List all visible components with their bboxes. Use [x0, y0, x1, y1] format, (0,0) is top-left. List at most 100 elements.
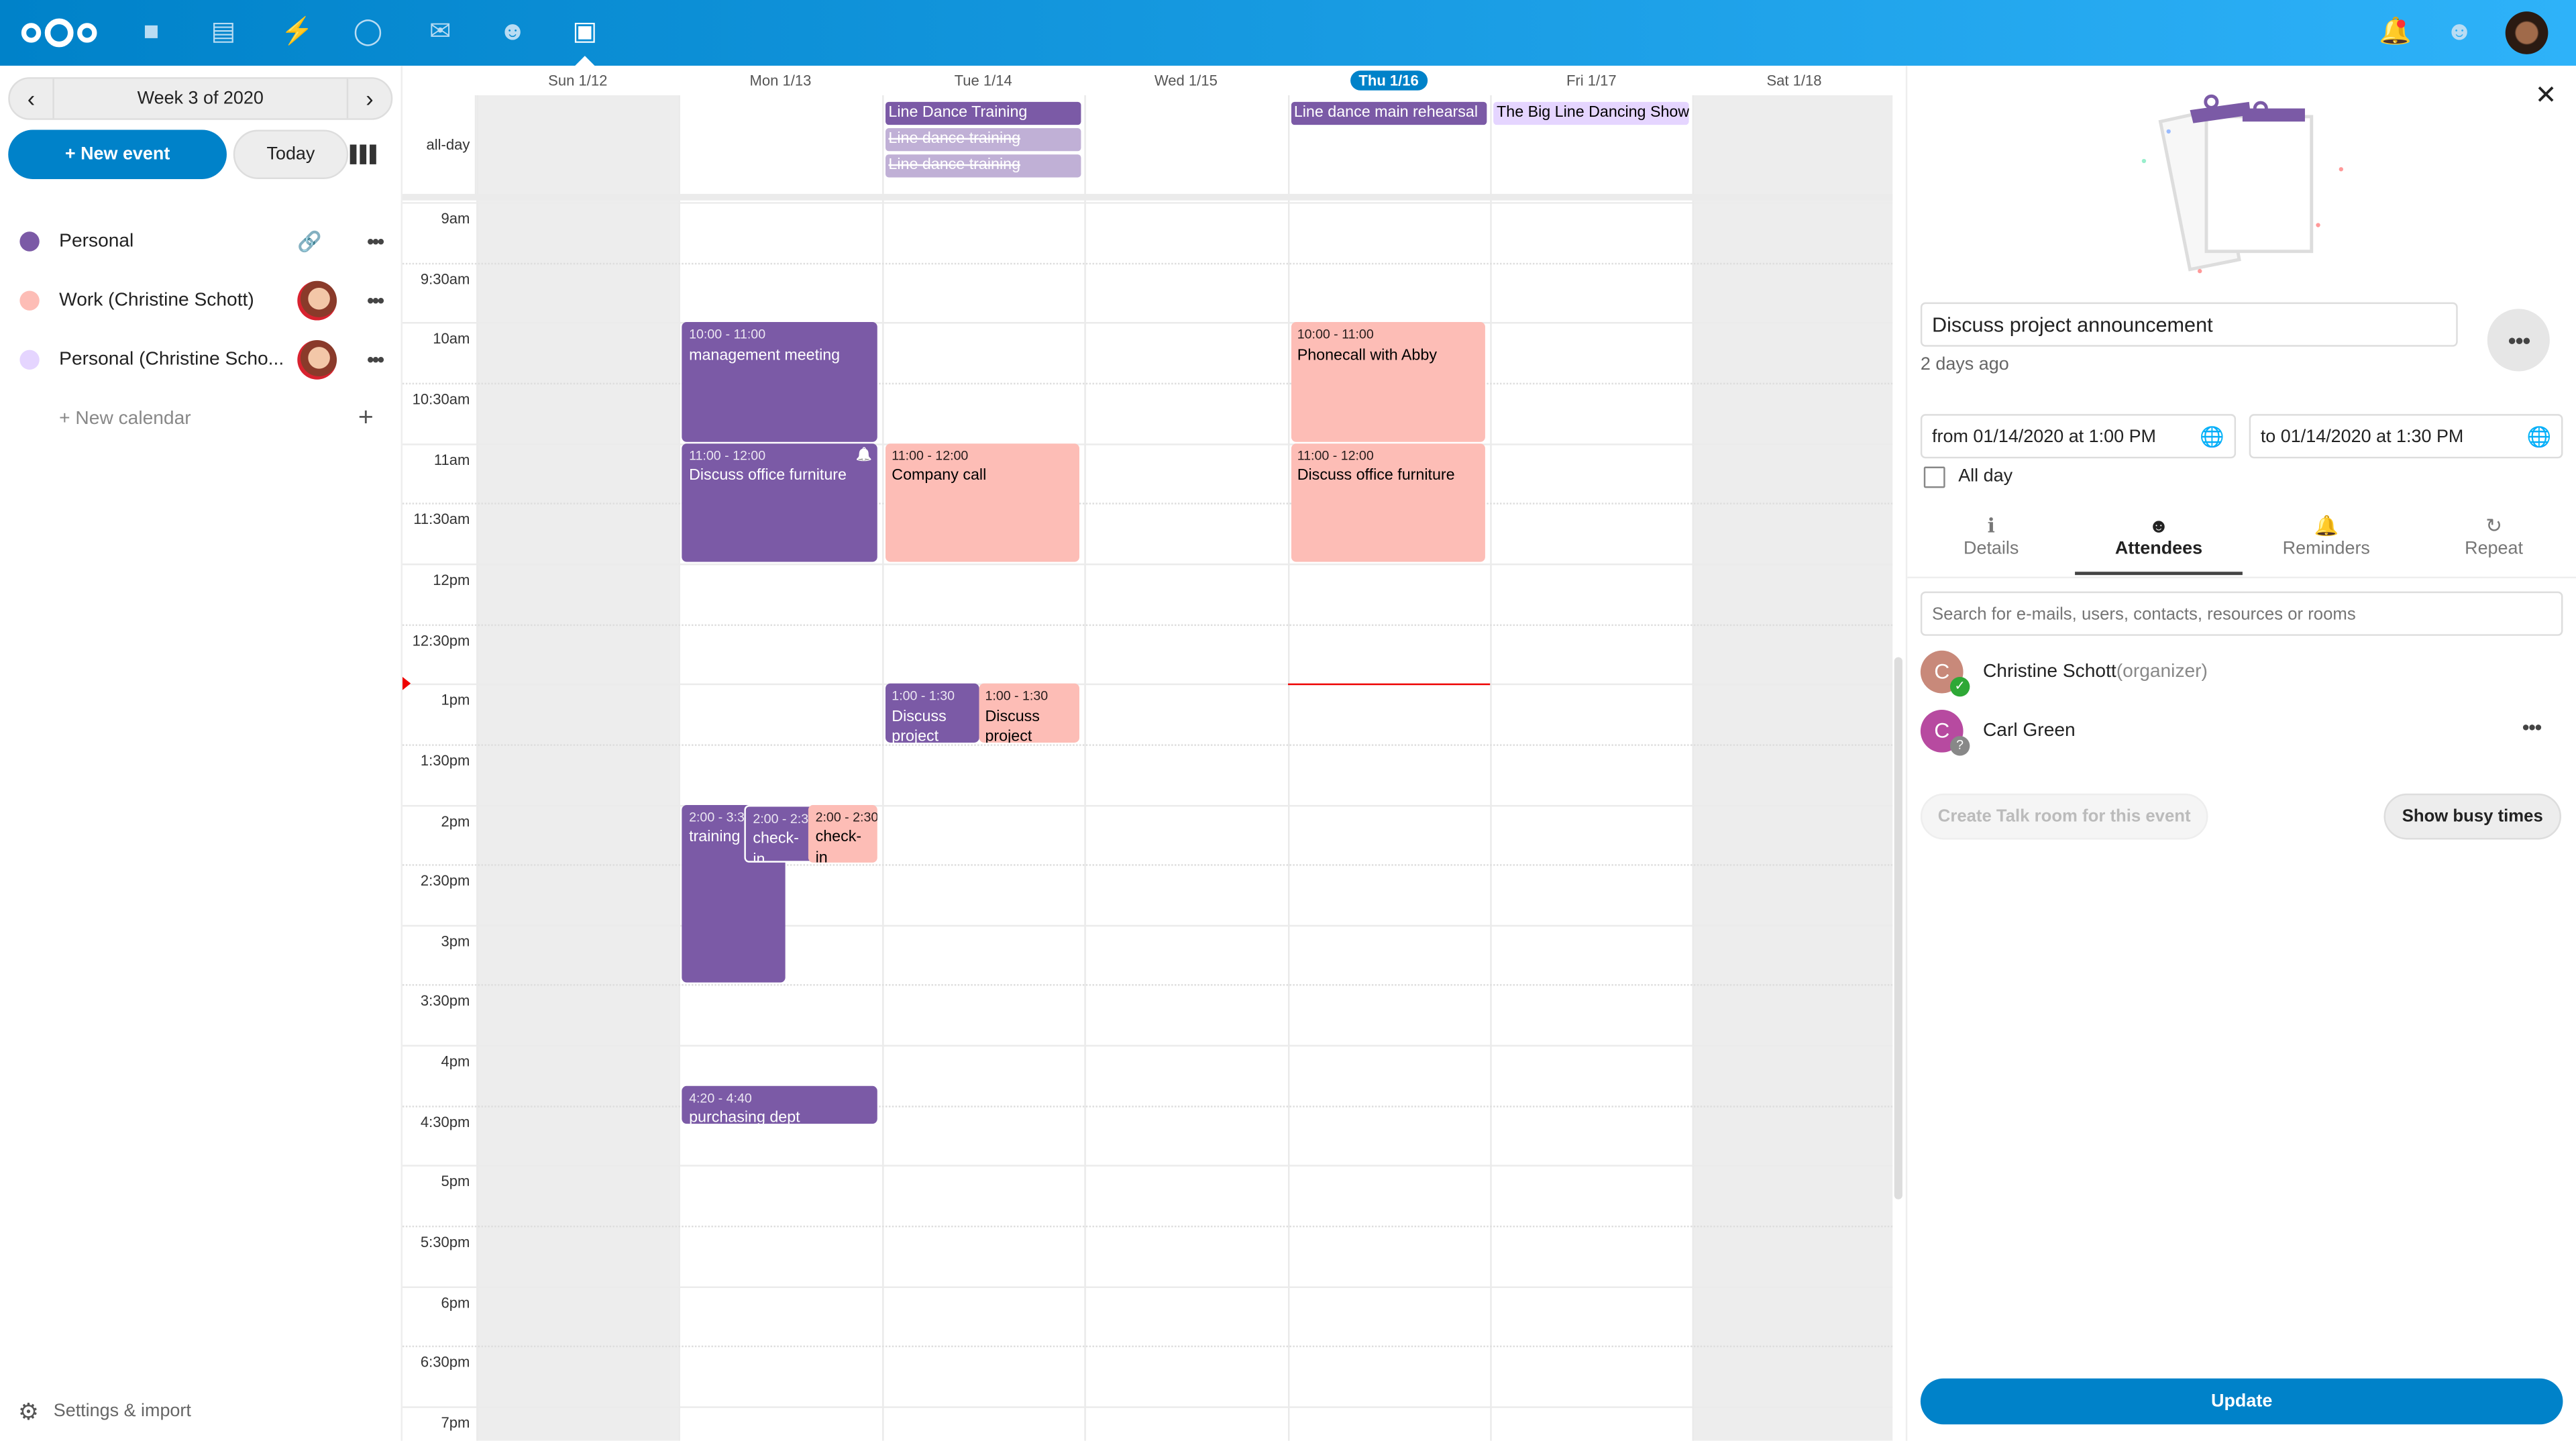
- attendees-icon: ☻: [2148, 514, 2169, 537]
- calendar-event[interactable]: 10:00 - 11:00 Phonecall with Abby: [1290, 322, 1485, 441]
- tab-reminders[interactable]: 🔔 Reminders: [2243, 513, 2410, 575]
- allday-event[interactable]: The Big Line Dancing Show: [1493, 101, 1690, 125]
- period-label[interactable]: Week 3 of 2020: [137, 89, 264, 109]
- day-header-label: Sun 1/12: [548, 72, 608, 89]
- tab-label: Attendees: [2114, 539, 2203, 559]
- shared-avatar: [297, 339, 337, 380]
- close-icon[interactable]: ✕: [2534, 82, 2557, 111]
- notifications-icon[interactable]: 🔔: [2379, 17, 2412, 46]
- allday-event[interactable]: Line dance training: [885, 154, 1081, 178]
- files-icon[interactable]: ■: [143, 17, 160, 46]
- event-title: Discuss project announcement: [985, 707, 1040, 743]
- calendar-event[interactable]: 2:00 - 2:30 check-in: [808, 804, 877, 863]
- tab-repeat[interactable]: ↻ Repeat: [2410, 513, 2576, 575]
- scrollbar[interactable]: [1894, 657, 1902, 1199]
- next-week-button[interactable]: ›: [346, 78, 391, 119]
- allday-event[interactable]: Line dance main rehearsal: [1290, 101, 1487, 125]
- calendar-event[interactable]: 11:00 - 12:00 Discuss office furniture 🔔: [682, 443, 877, 562]
- tab-details[interactable]: ℹ Details: [1907, 513, 2075, 575]
- contacts-icon[interactable]: ☻: [498, 17, 527, 46]
- day-header-label: Fri 1/17: [1566, 72, 1617, 89]
- day-column[interactable]: [881, 95, 1085, 1441]
- calendar-item-personal-christine[interactable]: Personal (Christine Scho... •••: [0, 335, 402, 384]
- calendar-actions-button[interactable]: •••: [367, 229, 384, 254]
- user-avatar[interactable]: [2505, 11, 2548, 54]
- all-day-label[interactable]: All day: [1958, 466, 2013, 486]
- create-talk-room-button[interactable]: Create Talk room for this event: [1920, 793, 2208, 840]
- hour-line: [402, 1285, 1893, 1288]
- tab-attendees[interactable]: ☻ Attendees: [2075, 513, 2243, 576]
- calendar-event[interactable]: 11:00 - 12:00 Discuss office furniture: [1290, 443, 1485, 562]
- contacts-menu-icon[interactable]: ☻: [2445, 17, 2473, 46]
- previous-week-button[interactable]: ‹: [10, 78, 54, 119]
- calendar-event[interactable]: 2:00 - 2:30 check-in: [745, 804, 815, 863]
- day-header[interactable]: Wed 1/15: [1085, 66, 1287, 95]
- allday-event[interactable]: Line Dance Training: [885, 101, 1081, 125]
- talk-icon[interactable]: ◯: [353, 17, 383, 46]
- day-column[interactable]: [679, 95, 881, 1441]
- nextcloud-logo[interactable]: [19, 18, 99, 48]
- new-calendar-button[interactable]: + New calendar +: [0, 394, 402, 443]
- view-switcher-icon[interactable]: [350, 144, 376, 164]
- shared-avatar: [297, 280, 337, 321]
- start-date-input[interactable]: from 01/14/2020 at 1:00 PM 🌐: [1920, 414, 2237, 459]
- timezone-globe-icon[interactable]: 🌐: [2526, 425, 2552, 448]
- calendar-icon[interactable]: ▣: [572, 17, 598, 46]
- time-label: 12pm: [433, 571, 470, 588]
- hour-line: [402, 563, 1893, 566]
- new-event-button[interactable]: + New event: [8, 129, 227, 179]
- update-button[interactable]: Update: [1920, 1378, 2563, 1425]
- calendar-color-dot[interactable]: [19, 350, 40, 370]
- event-actions-button[interactable]: ●●●: [2487, 309, 2550, 372]
- timezone-globe-icon[interactable]: 🌐: [2200, 425, 2224, 448]
- end-date-input[interactable]: to 01/14/2020 at 1:30 PM 🌐: [2249, 414, 2563, 459]
- day-header[interactable]: Thu 1/16: [1287, 66, 1490, 95]
- calendar-item-work-christine[interactable]: Work (Christine Schott) •••: [0, 276, 402, 325]
- hour-line: [402, 1406, 1893, 1408]
- day-column[interactable]: [1084, 95, 1287, 1441]
- attendee-search-input[interactable]: [1920, 591, 2563, 636]
- day-header[interactable]: Tue 1/14: [882, 66, 1085, 95]
- day-column[interactable]: [1490, 95, 1693, 1441]
- link-icon[interactable]: 🔗: [297, 229, 322, 254]
- show-busy-times-button[interactable]: Show busy times: [2383, 793, 2561, 840]
- event-title: check-in: [753, 829, 799, 863]
- calendar-color-dot[interactable]: [19, 290, 40, 311]
- calendar-event[interactable]: 1:00 - 1:30 Discuss project announcement: [978, 684, 1080, 743]
- day-column[interactable]: [1693, 95, 1893, 1441]
- event-title: Phonecall with Abby: [1297, 346, 1437, 365]
- event-title-input[interactable]: Discuss project announcement: [1920, 302, 2458, 347]
- allday-event[interactable]: Line dance training: [885, 128, 1081, 152]
- event-title: Discuss office furniture: [1297, 466, 1455, 485]
- event-title: Discuss office furniture: [689, 466, 847, 485]
- calendar-item-personal[interactable]: Personal 🔗 •••: [0, 217, 402, 266]
- calendar-event[interactable]: 10:00 - 11:00 management meeting: [682, 322, 877, 441]
- day-header[interactable]: Fri 1/17: [1490, 66, 1693, 95]
- day-header[interactable]: Mon 1/13: [679, 66, 881, 95]
- day-header[interactable]: Sat 1/18: [1693, 66, 1892, 95]
- half-hour-line: [402, 1105, 1893, 1108]
- calendar-color-dot[interactable]: [19, 231, 40, 252]
- day-column[interactable]: [1287, 95, 1490, 1441]
- calendar-event[interactable]: 1:00 - 1:30 Discuss project announcement: [885, 684, 979, 743]
- settings-button[interactable]: ⚙ Settings & import: [0, 1387, 402, 1436]
- activity-icon[interactable]: ⚡: [280, 17, 314, 46]
- attendee-actions-button[interactable]: ●●●: [2522, 719, 2542, 735]
- plus-icon[interactable]: +: [358, 404, 374, 433]
- mail-icon[interactable]: ✉: [429, 17, 451, 46]
- calendar-event[interactable]: 4:20 - 4:40 purchasing dept: [682, 1085, 877, 1124]
- photos-icon[interactable]: ▤: [211, 17, 236, 46]
- calendar-actions-button[interactable]: •••: [367, 289, 384, 313]
- calendar-actions-button[interactable]: •••: [367, 348, 384, 372]
- day-column[interactable]: [476, 95, 680, 1441]
- all-day-checkbox[interactable]: [1923, 466, 1945, 488]
- today-button[interactable]: Today: [233, 129, 349, 179]
- event-time: 11:00 - 12:00: [1297, 447, 1374, 463]
- active-app-indicator: [575, 56, 595, 66]
- time-label: 5:30pm: [420, 1234, 470, 1250]
- accepted-check-icon: ✓: [1949, 676, 1970, 697]
- day-header-label: Wed 1/15: [1154, 72, 1218, 89]
- time-label: 4pm: [441, 1053, 470, 1070]
- calendar-event[interactable]: 11:00 - 12:00 Company call: [885, 443, 1080, 562]
- day-header[interactable]: Sun 1/12: [476, 66, 679, 95]
